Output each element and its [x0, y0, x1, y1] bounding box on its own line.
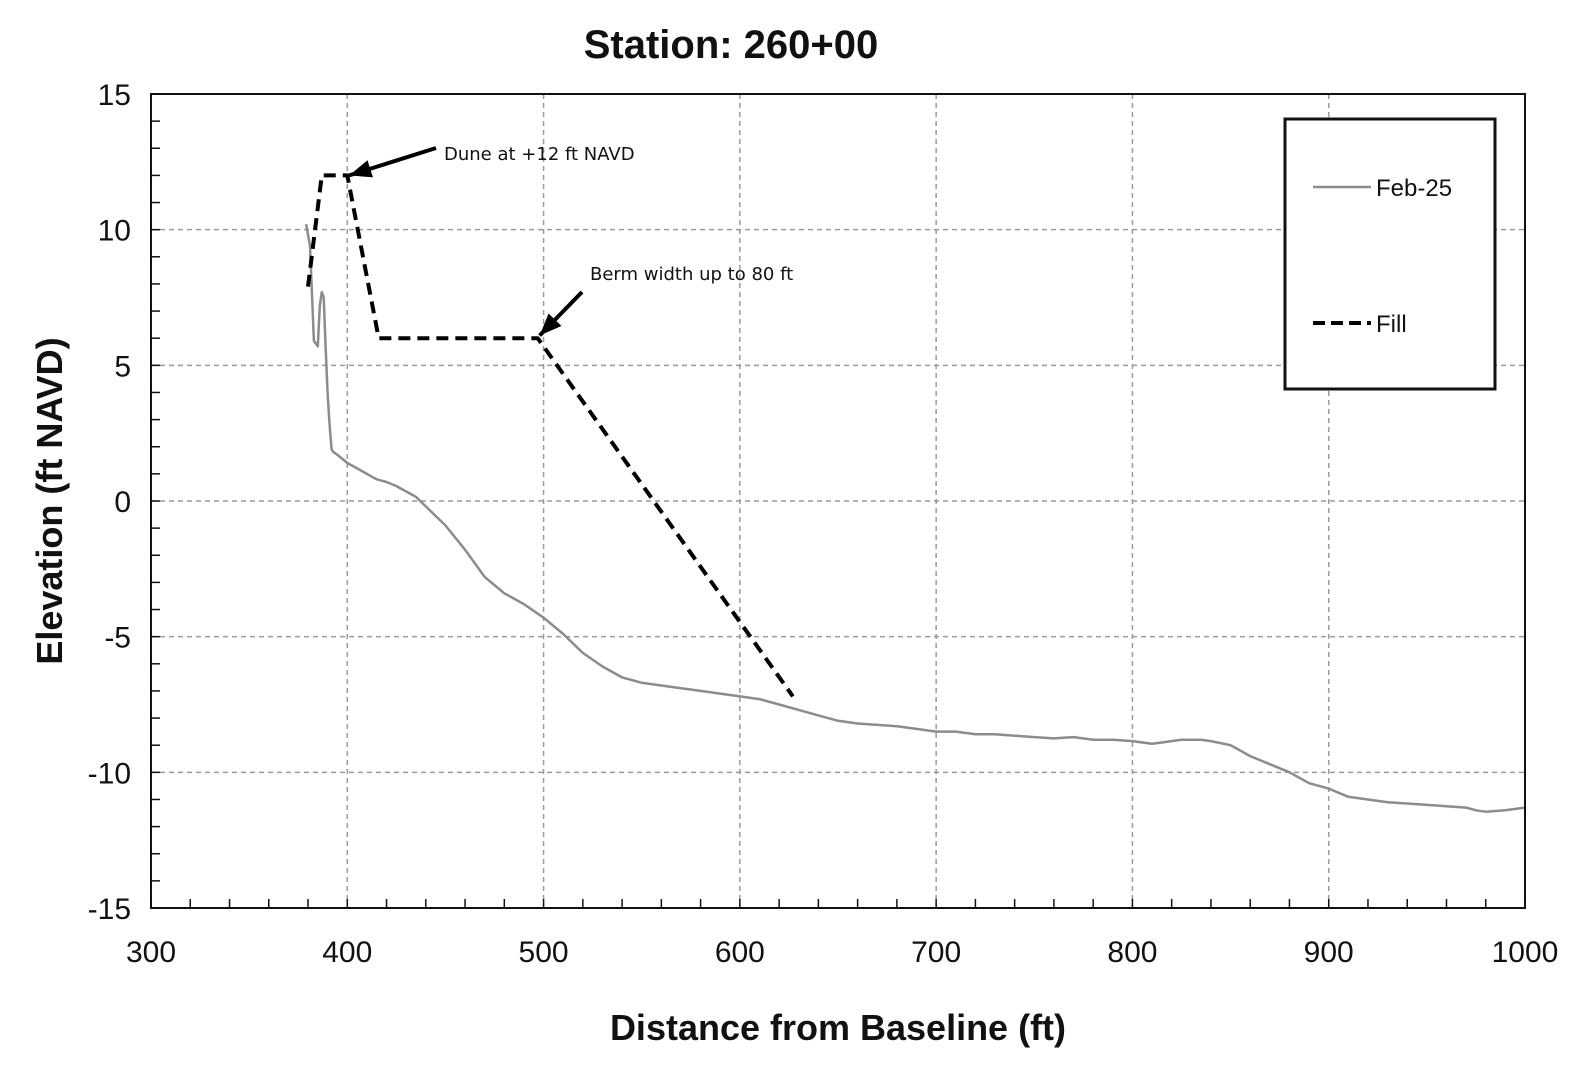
annotation-arrow-head — [349, 160, 373, 178]
y-tick-label: -5 — [104, 622, 131, 655]
x-axis-label: Distance from Baseline (ft) — [610, 1007, 1066, 1048]
legend-label: Feb-25 — [1376, 175, 1452, 202]
annotation-label: Berm width up to 80 ft — [590, 264, 793, 285]
legend-label: Fill — [1376, 311, 1407, 338]
y-tick-label: -15 — [88, 893, 131, 926]
series-layer — [304, 173, 1526, 813]
y-tick-label: 0 — [114, 486, 131, 519]
y-tick-label: 10 — [98, 215, 131, 248]
x-tick-label: 300 — [126, 936, 176, 969]
x-tick-labels: 300 400 500 600 700 800 900 1000 — [126, 936, 1558, 969]
y-tick-label: 15 — [98, 79, 131, 112]
annotation-label: Dune at +12 ft NAVD — [444, 144, 635, 165]
x-tick-label: 800 — [1107, 936, 1157, 969]
y-axis-label: Elevation (ft NAVD) — [29, 337, 70, 664]
legend-items: Feb-25 Fill — [1313, 175, 1452, 338]
x-tick-label: 400 — [322, 936, 372, 969]
x-tick-label: 900 — [1304, 936, 1354, 969]
series-line-fill — [306, 173, 795, 698]
annotation-arrow-head — [539, 313, 562, 336]
y-tick-labels: -15 -10 -5 0 5 10 15 — [88, 79, 131, 926]
x-tick-label: 1000 — [1492, 936, 1559, 969]
x-tick-label: 500 — [519, 936, 569, 969]
x-tick-label: 700 — [911, 936, 961, 969]
x-tick-label: 600 — [715, 936, 765, 969]
chart-title: Station: 260+00 — [584, 23, 879, 67]
series-line-feb-25 — [304, 223, 1526, 813]
legend-box — [1283, 117, 1497, 391]
y-tick-label: 5 — [114, 350, 131, 383]
annotations: Dune at +12 ft NAVD Berm width up to 80 f… — [348, 144, 793, 337]
legend: Feb-25 Fill — [1283, 117, 1497, 391]
minor-ticks — [150, 93, 1526, 909]
y-tick-label: -10 — [88, 757, 131, 790]
